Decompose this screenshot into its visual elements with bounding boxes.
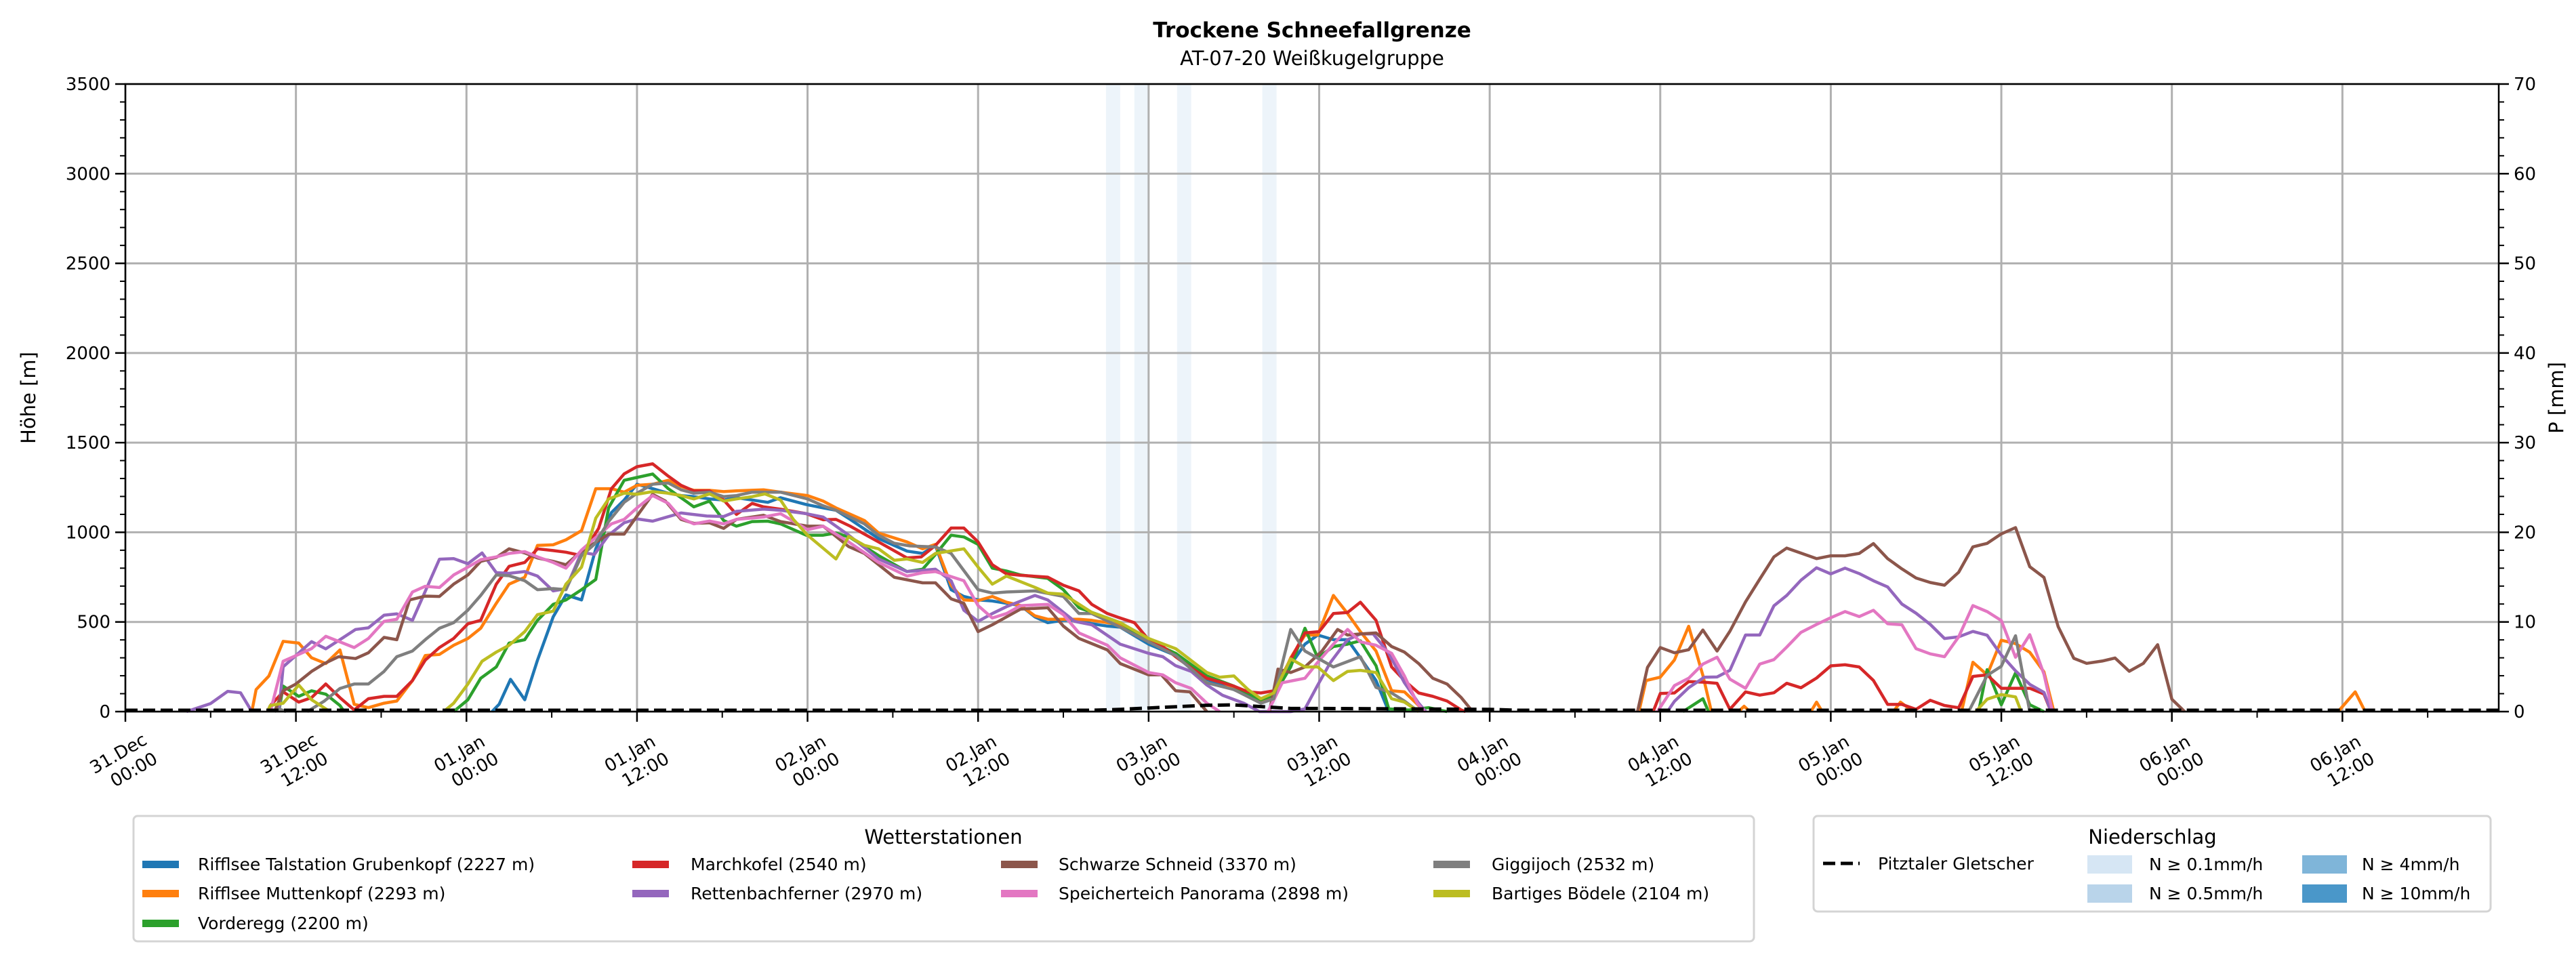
legend-swatch-icon — [142, 920, 179, 927]
legend-precip-station: Pitztaler Gletscher — [1878, 854, 2035, 874]
legend-station-label: Marchkofel (2540 m) — [691, 855, 867, 874]
legend-precip-level-label: N ≥ 0.1mm/h — [2149, 855, 2263, 874]
y-right-tick-label: 20 — [2514, 523, 2536, 543]
legend-swatch-icon — [1001, 890, 1038, 897]
legend-swatch-icon — [1433, 890, 1470, 897]
series-line-2 — [1810, 700, 1824, 713]
y-tick-label: 3500 — [66, 75, 110, 95]
series-line-3 — [277, 684, 346, 713]
y-right-tick-label: 0 — [2514, 702, 2525, 722]
series-line-9 — [266, 683, 331, 713]
legend-station-label: Rifflsee Muttenkopf (2293 m) — [198, 884, 445, 903]
legend-stations-title: Wetterstationen — [864, 825, 1022, 848]
precip-band — [1262, 84, 1277, 712]
precip-line-pitztaler-gletscher — [125, 703, 2499, 712]
y-axis-label: Höhe [m] — [17, 352, 40, 444]
legend-precip-swatch-icon — [2302, 884, 2347, 903]
chart-subtitle: AT-07-20 Weißkugelgruppe — [1180, 47, 1444, 70]
legend-station-label: Rettenbachferner (2970 m) — [691, 884, 922, 903]
series-lines — [186, 462, 2367, 714]
y-tick-label: 2000 — [66, 344, 110, 364]
series-line-6 — [1636, 526, 2186, 713]
series-line-3 — [1682, 697, 1711, 713]
series-line-7 — [268, 493, 1221, 713]
y-tick-label: 0 — [99, 702, 110, 722]
y-tick-label: 1500 — [66, 433, 110, 453]
legend-precipitation: Niederschlag Pitztaler Gletscher N ≥ 0.1… — [1812, 815, 2492, 913]
legend-swatch-icon — [632, 890, 669, 897]
precip-band — [1105, 84, 1120, 712]
legend-precip-swatch-icon — [2302, 855, 2347, 874]
series-line-9 — [443, 490, 1420, 713]
legend-swatch-icon — [142, 861, 179, 868]
legend-precip-title: Niederschlag — [2088, 825, 2216, 848]
y-right-tick-label: 10 — [2514, 613, 2536, 633]
legend-precip-level-label: N ≥ 4mm/h — [2362, 855, 2459, 874]
y-axis-right-label: P [mm] — [2545, 362, 2568, 434]
legend-precip-swatch-icon — [2087, 884, 2132, 903]
y-tick-label: 1000 — [66, 523, 110, 543]
precip-band — [1177, 84, 1191, 712]
legend-stations: Wetterstationen Rifflsee Talstation Grub… — [132, 815, 1755, 943]
precip-band — [1134, 84, 1149, 712]
legend-station-label: Speicherteich Panorama (2898 m) — [1059, 884, 1349, 903]
precipitation-bands — [1105, 84, 1277, 712]
series-line-7 — [1656, 604, 2054, 713]
series-line-2 — [2337, 690, 2367, 713]
y-right-tick-label: 30 — [2514, 433, 2536, 453]
y-right-tick-label: 70 — [2514, 75, 2536, 95]
legend-station-label: Giggijoch (2532 m) — [1492, 855, 1654, 874]
y-right-tick-label: 50 — [2514, 254, 2536, 274]
legend-station-label: Vorderegg (2200 m) — [198, 914, 369, 933]
y-right-tick-label: 40 — [2514, 344, 2536, 364]
y-tick-label: 3000 — [66, 164, 110, 184]
plot-frame — [124, 83, 2500, 713]
series-line-8 — [306, 481, 1420, 713]
legend-precip-level-label: N ≥ 10mm/h — [2362, 884, 2470, 903]
legend-station-label: Schwarze Schneid (3370 m) — [1059, 855, 1296, 874]
legend-stations-frame — [132, 815, 1755, 943]
legend-swatch-icon — [1433, 861, 1470, 868]
series-line-5 — [186, 689, 253, 714]
series-line-8 — [1967, 634, 2032, 713]
y-tick-label: 2500 — [66, 254, 110, 274]
series-line-7 — [1266, 628, 1426, 713]
chart-title: Trockene Schneefallgrenze — [1153, 18, 1471, 43]
legend-precip-level-label: N ≥ 0.5mm/h — [2149, 884, 2263, 903]
legend-swatch-icon — [632, 861, 669, 868]
y-tick-label: 500 — [77, 613, 110, 633]
legend-precip-swatch-icon — [2087, 855, 2132, 874]
legend-station-label: Rifflsee Talstation Grubenkopf (2227 m) — [198, 855, 535, 874]
legend-station-label: Bartiges Bödele (2104 m) — [1492, 884, 1709, 903]
y-right-tick-label: 60 — [2514, 164, 2536, 184]
series-line-4 — [1652, 663, 2053, 712]
series-line-6 — [1267, 628, 1474, 713]
series-line-9 — [1974, 693, 2023, 713]
legend-swatch-icon — [1001, 861, 1038, 868]
legend-swatch-icon — [142, 890, 179, 897]
